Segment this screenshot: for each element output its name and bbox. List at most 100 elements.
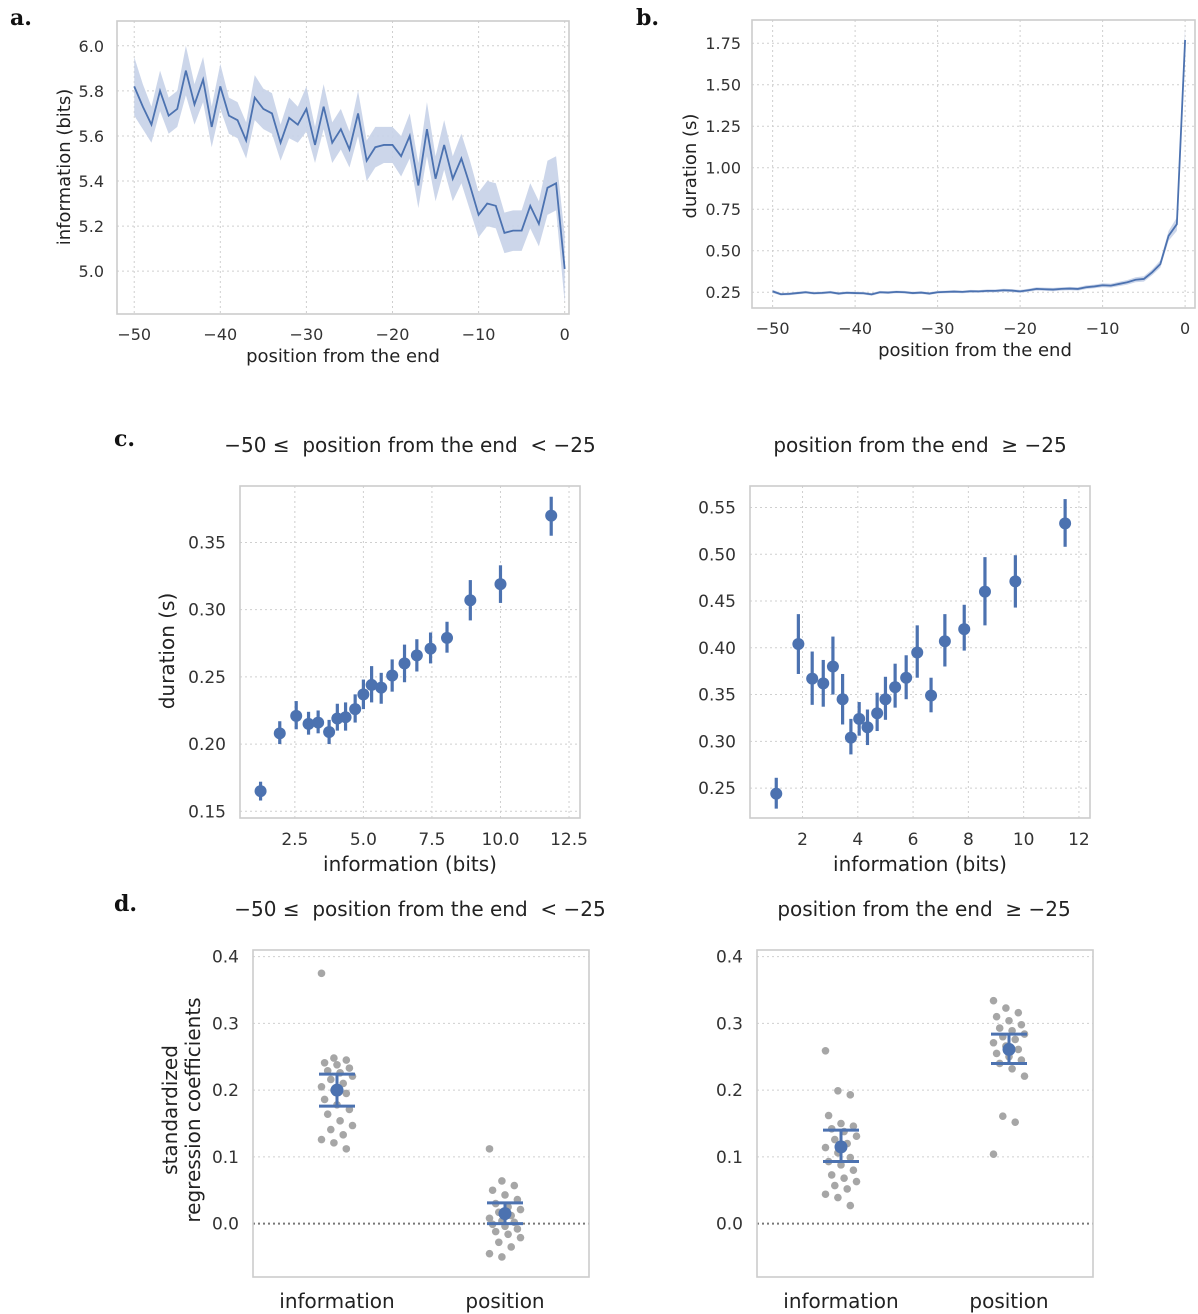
data-point [958,623,971,636]
chart-c-right-xlabel: information (bits) [833,852,1007,876]
data-point [441,631,454,644]
y-tick-label: 0.1 [212,1148,239,1168]
chart-d-right-title: position from the end ≥ −25 [777,897,1070,921]
coefficient-point [1020,1072,1029,1080]
x-tick-label: −10 [462,325,496,344]
chart-d-right-background [757,950,1093,1277]
coefficient-point [1014,1008,1023,1017]
y-tick-label: 0.3 [716,1014,743,1034]
chart-a-xlabel: position from the end [246,346,440,367]
y-tick-label: 0.3 [212,1014,239,1034]
y-tick-label: 0.4 [212,948,239,968]
coefficient-point [320,1095,329,1104]
coefficient-point [834,1193,842,1202]
x-tick-label: 2.5 [281,830,308,850]
coefficient-point [498,1253,506,1261]
data-point [925,689,938,702]
panel-label-d: d. [114,891,137,917]
data-point [792,638,805,651]
coefficient-point [846,1091,855,1099]
chart-c-left-xlabel: information (bits) [323,852,497,876]
coefficient-point [507,1243,515,1251]
coefficient-point [323,1110,332,1118]
x-tick-label: 6 [908,830,919,850]
data-point [254,785,267,798]
y-tick-label: 0.0 [212,1215,239,1235]
data-point [349,703,362,716]
panel-label-c: c. [114,426,135,452]
y-tick-label: 0.30 [698,732,736,752]
data-point [978,585,991,598]
coefficient-point [989,1150,998,1159]
x-tick-label: 12 [1068,830,1090,850]
coefficient-point [348,1121,357,1130]
chart-b-background [752,20,1195,308]
coefficient-point [821,1143,830,1152]
data-point [900,671,913,684]
x-tick-label: 10 [1013,830,1035,850]
chart-c-left: 2.5 5.0 7.5 10.0 12.5 0.15 0.20 0.25 0.30 0.35 [188,485,588,850]
coefficient-point [989,996,998,1005]
coefficient-point [995,1024,1004,1032]
coefficient-point [1008,1064,1016,1073]
coefficient-point [339,1131,348,1139]
data-point [817,677,830,690]
data-point [398,657,411,670]
data-point [545,509,558,522]
y-tick-label: 5.8 [79,82,104,101]
x-tick-label: −50 [117,325,151,344]
chart-c-right-title: position from the end ≥ −25 [773,433,1066,457]
coefficient-point [317,969,326,978]
x-tick-label: −20 [376,325,410,344]
coefficient-point [846,1201,855,1210]
y-tick-label: 0.25 [705,283,741,302]
coefficient-point [989,1038,998,1047]
coefficient-point [498,1177,506,1185]
coefficient-point [846,1153,855,1162]
chart-d-right-frame [756,949,1094,1278]
coefficient-point [1017,1020,1026,1029]
chart-d-left-title: −50 ≤ position from the end < −25 [234,897,605,921]
chart-b-ylabel: duration (s) [680,114,701,219]
y-tick-label: 0.15 [188,802,226,822]
y-tick-label: 0.25 [698,779,736,799]
chart-c-left-background [240,486,580,818]
x-tick-label: 4 [852,830,863,850]
coefficient-point [1014,1045,1023,1054]
data-point [339,711,352,724]
y-tick-label: 0.35 [188,533,226,553]
data-point [365,678,378,691]
chart-c-right-frame [749,485,1091,819]
chart-c-left-ylabel: duration (s) [155,593,179,710]
category-label: information [279,1289,394,1313]
y-tick-label: 0.30 [188,601,226,621]
data-point [826,660,839,673]
coefficient-point [516,1205,525,1214]
coefficient-point [317,1135,326,1144]
coefficient-point [327,1125,335,1134]
coefficient-point [485,1214,494,1223]
data-point [357,688,370,701]
category-label: information [783,1289,898,1313]
coefficient-point [849,1166,858,1175]
x-tick-label: 0 [1180,319,1190,338]
chart-d-left-ylabel-line2: regression coefficients [181,997,205,1222]
coefficient-point [491,1227,500,1236]
chart-c-right: 2 4 6 8 10 12 0.25 0.30 0.35 0.40 0.45 0.50 0.55 [698,485,1091,850]
data-point [302,717,315,730]
y-tick-label: 0.40 [698,639,736,659]
coefficient-point [330,1139,338,1147]
coefficient-point [336,1117,344,1125]
coefficient-point [342,1056,351,1064]
data-point [853,712,866,725]
coefficient-point [495,1238,503,1247]
coefficient-point [834,1087,842,1095]
y-tick-label: 5.0 [79,262,104,281]
chart-b-frame [751,19,1196,309]
y-tick-label: 0.75 [705,200,741,219]
mean-point [1002,1042,1016,1056]
coefficient-point [342,1089,351,1098]
y-tick-label: 5.2 [79,217,104,236]
coefficient-point [342,1145,351,1153]
y-tick-label: 5.6 [79,127,104,146]
